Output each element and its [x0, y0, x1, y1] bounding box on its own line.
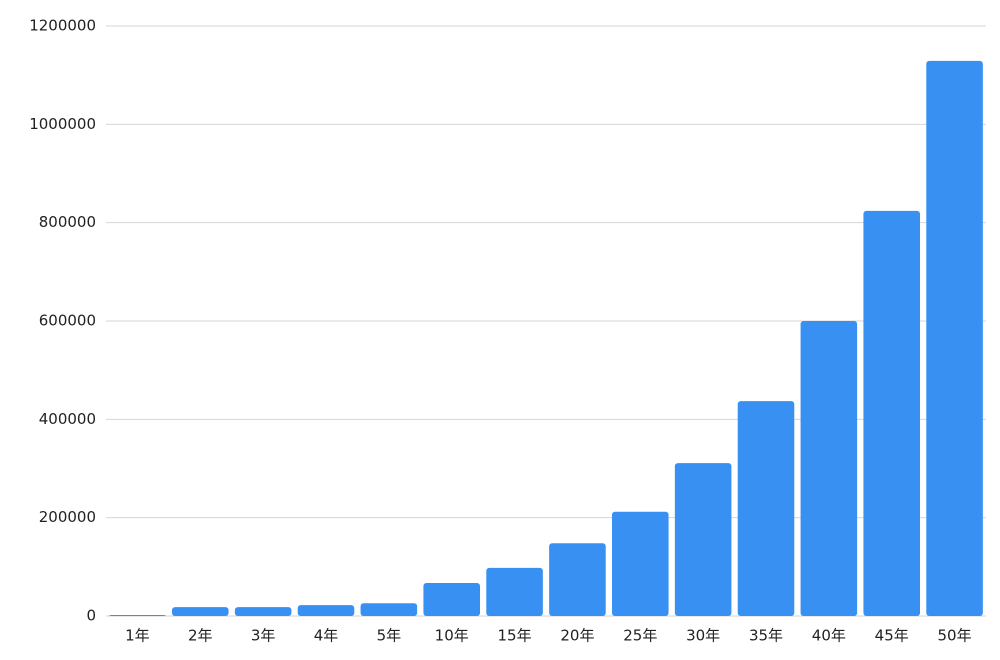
bar: [737, 401, 795, 616]
bar: [297, 605, 355, 616]
bar: [674, 463, 732, 616]
bar: [486, 567, 543, 616]
y-tick-label: 1200000: [29, 17, 96, 35]
bar: [423, 583, 480, 616]
x-tick-label: 15年: [498, 627, 532, 645]
bar: [549, 543, 606, 616]
x-tick-label: 4年: [314, 627, 339, 645]
y-tick-label: 600000: [39, 312, 96, 330]
x-tick-label: 2年: [188, 627, 213, 645]
x-tick-label: 1年: [125, 627, 150, 645]
x-tick-label: 30年: [686, 627, 720, 645]
bar: [360, 603, 418, 616]
bar: [800, 321, 858, 616]
y-tick-label: 200000: [39, 508, 96, 526]
y-tick-label: 800000: [39, 213, 96, 231]
x-tick-label: 25年: [623, 627, 657, 645]
x-tick-label: 20年: [560, 627, 594, 645]
bar: [172, 607, 229, 616]
bar: [234, 607, 292, 616]
x-tick-label: 50年: [938, 627, 972, 645]
bar: [109, 615, 166, 616]
x-tick-label: 10年: [435, 627, 469, 645]
x-tick-label: 5年: [377, 627, 402, 645]
x-tick-label: 45年: [875, 627, 909, 645]
bar: [926, 60, 983, 617]
x-tick-label: 40年: [812, 627, 846, 645]
bar: [612, 511, 669, 616]
bar: [863, 210, 920, 616]
x-tick-label: 35年: [749, 627, 783, 645]
x-tick-label: 3年: [251, 627, 276, 645]
y-tick-label: 400000: [39, 410, 96, 428]
y-tick-label: 0: [86, 607, 96, 625]
y-tick-label: 1000000: [29, 115, 96, 133]
